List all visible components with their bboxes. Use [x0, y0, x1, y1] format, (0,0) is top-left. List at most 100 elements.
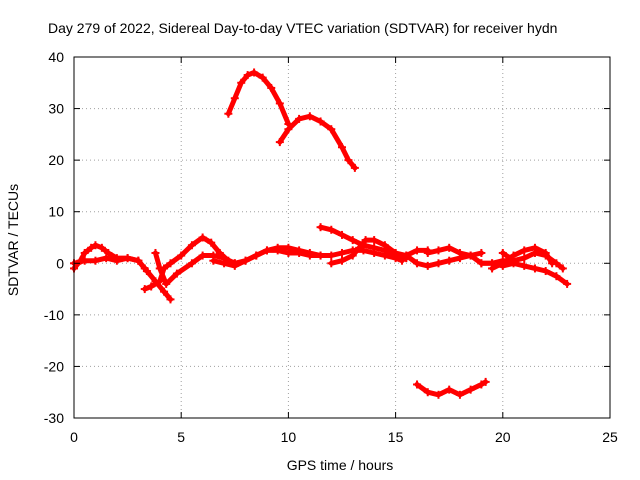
x-tick-label: 10	[281, 429, 297, 445]
data-point	[166, 295, 175, 304]
y-tick-label: 30	[48, 101, 64, 117]
data-point	[327, 225, 336, 234]
data-point	[327, 251, 336, 260]
data-point	[391, 248, 400, 257]
data-point	[338, 143, 346, 152]
data-point	[160, 287, 169, 296]
y-axis-ticks: -30 -20 -10 0 10 20 30 40	[44, 49, 610, 426]
data-point	[455, 248, 464, 257]
data-point	[423, 248, 432, 257]
data-point	[162, 279, 171, 288]
data-point	[230, 261, 239, 270]
data-point	[509, 251, 518, 260]
data-point	[155, 277, 164, 286]
data-point	[445, 385, 454, 394]
data-point	[370, 243, 379, 252]
data-point	[541, 267, 550, 276]
trace-arc-7	[277, 113, 358, 171]
y-tick-label: -10	[44, 307, 64, 323]
x-axis-label: GPS time / hours	[287, 457, 394, 473]
data-point	[423, 388, 432, 397]
x-tick-label: 5	[177, 429, 185, 445]
data-point	[423, 261, 432, 270]
data-point	[166, 259, 175, 268]
data-point	[350, 163, 359, 172]
data-point	[498, 248, 507, 257]
data-point	[140, 264, 149, 273]
data-point	[477, 380, 486, 389]
data-point	[488, 264, 497, 273]
data-point	[520, 254, 529, 263]
data-point	[327, 259, 336, 268]
data-point	[147, 282, 156, 291]
data-point	[455, 390, 464, 399]
data-point	[91, 241, 100, 250]
data-point	[243, 71, 252, 80]
data-point	[361, 236, 370, 245]
data-point	[338, 248, 346, 257]
x-tick-label: 25	[602, 429, 618, 445]
data-point	[80, 248, 89, 257]
data-point	[151, 248, 160, 257]
data-point	[267, 83, 276, 92]
data-point	[348, 251, 357, 260]
data-point	[434, 259, 443, 268]
data-point	[380, 241, 389, 250]
plot-frame	[73, 56, 611, 419]
data-point	[230, 94, 239, 103]
data-point	[224, 109, 233, 118]
x-tick-label: 20	[495, 429, 511, 445]
data-point	[316, 251, 325, 260]
data-point	[316, 117, 325, 126]
data-point	[123, 254, 132, 263]
data-point	[434, 390, 443, 399]
data-point	[91, 256, 100, 265]
data-point	[445, 256, 454, 265]
data-point	[102, 254, 111, 263]
data-point	[498, 259, 507, 268]
data-point	[87, 243, 96, 252]
data-point	[209, 256, 218, 265]
data-point	[413, 246, 422, 255]
data-point	[273, 246, 282, 255]
data-point	[466, 251, 475, 260]
y-axis-label: SDTVAR / TECUs	[5, 184, 21, 296]
y-tick-label: -30	[44, 410, 64, 426]
data-point	[413, 380, 422, 389]
data-point	[530, 243, 539, 252]
data-point	[258, 73, 267, 82]
data-point	[237, 78, 246, 87]
data-point	[348, 236, 357, 245]
data-point	[155, 264, 164, 273]
data-point	[370, 236, 379, 245]
data-point	[305, 112, 314, 121]
data-point	[275, 99, 284, 108]
data-point	[305, 251, 314, 260]
data-point	[275, 138, 284, 147]
y-tick-label: 20	[48, 152, 64, 168]
data-traces	[70, 68, 572, 399]
data-point	[402, 251, 411, 260]
data-point	[481, 377, 490, 386]
x-tick-label: 15	[388, 429, 404, 445]
data-point	[563, 279, 572, 288]
y-tick-label: 40	[48, 49, 64, 65]
chart-title: Day 279 of 2022, Sidereal Day-to-day VTE…	[48, 20, 557, 36]
data-point	[413, 259, 422, 268]
data-point	[284, 125, 293, 134]
data-point	[548, 259, 557, 268]
data-point	[477, 248, 486, 257]
data-point	[530, 264, 539, 273]
data-point	[177, 251, 186, 260]
data-point	[344, 156, 353, 165]
data-point	[284, 248, 293, 257]
data-point	[220, 259, 229, 268]
data-point	[187, 241, 196, 250]
data-point	[520, 261, 529, 270]
data-point	[198, 233, 207, 242]
data-point	[466, 385, 475, 394]
data-point	[355, 243, 364, 252]
data-point	[338, 230, 346, 239]
data-point	[80, 256, 89, 265]
